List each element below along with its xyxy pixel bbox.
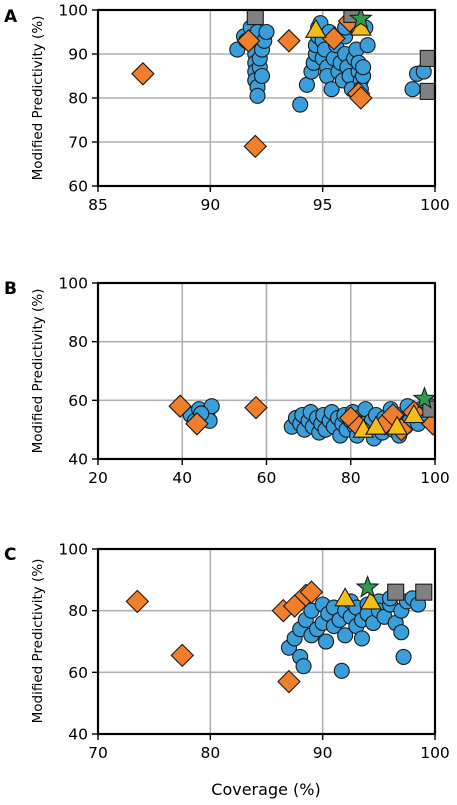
x-tick-label: 60 [257,469,277,487]
diamond-point [277,29,301,53]
circle-point [323,81,340,98]
square-point [387,583,405,601]
y-tick-label: 40 [68,451,88,469]
panel-c-grid [97,548,436,735]
square-point [419,82,435,100]
panel-a-letter: A [4,7,18,27]
x-tick-label: 100 [420,744,450,762]
panel-c-letter: C [4,545,16,565]
panel-c-frame [96,547,437,736]
triangle-point [360,590,382,610]
diamond-point [277,669,301,694]
square-point [246,10,264,26]
diamond-point [349,86,373,110]
circle-point [337,627,354,644]
x-tick-label: 100 [420,196,450,214]
circle-point [395,648,412,665]
x-tick-label: 70 [88,744,108,762]
x-tick-label: 80 [200,744,220,762]
y-tick-label: 60 [68,392,88,410]
panel-a-ylabel: Modified Predictivity (%) [30,16,46,181]
star-point [348,10,373,29]
clipped-marks [168,386,435,447]
diamond-point [244,395,268,420]
x-tick-label: 80 [341,469,361,487]
circle-point [393,624,410,641]
panel-c-xlabel: Coverage (%) [211,780,320,799]
panel-a-marks [131,10,435,159]
panel-a: A 85 90 95 100 60 70 80 90 100 Modified Predicti… [4,2,450,215]
y-tick-label: 70 [68,134,88,152]
diamond-point [125,589,150,614]
diamond-point [243,134,268,159]
circle-point [317,633,335,650]
panel-b-ylabel: Modified Predictivity (%) [30,289,46,454]
circle-point [333,662,350,679]
panel-b-marks [168,386,435,447]
x-tick-label: 95 [313,196,333,214]
y-tick-label: 100 [58,275,88,293]
star-point [412,386,435,410]
triangle-point [304,18,327,38]
square-point [422,400,435,418]
diamond-point [185,412,209,436]
panel-c-ylabel: Modified Predictivity (%) [30,559,46,724]
y-tick-label: 100 [58,541,88,559]
panel-c-marks [125,574,433,694]
diamond-point [170,643,195,668]
diamond-point [421,412,435,436]
circle-point [404,81,421,98]
y-tick-label: 80 [68,90,88,108]
circle-point [295,658,312,675]
triangle-point [402,403,425,424]
x-tick-label: 40 [172,469,192,487]
circle-point [258,23,275,41]
square-point [415,583,433,601]
x-tick-label: 20 [88,469,108,487]
y-tick-label: 90 [68,46,88,64]
panel-a-ticks: 85 90 95 100 60 70 80 90 100 [58,2,449,215]
triangle-point [386,415,409,435]
y-tick-label: 80 [68,333,88,351]
x-tick-label: 90 [200,196,220,214]
panel-c: C 70 80 90 100 40 60 80 100 Modified Predictivi… [4,541,450,800]
y-tick-label: 60 [68,664,88,682]
circle-point [249,87,266,104]
panel-c-ticks: 70 80 90 100 40 60 80 100 [58,541,449,763]
y-tick-label: 40 [68,726,88,744]
clipped-marks [131,10,435,159]
star-point [355,574,380,598]
clipped-marks [125,574,433,694]
diamond-point [236,29,261,53]
y-tick-label: 100 [58,2,88,20]
circle-point [253,67,271,85]
y-tick-label: 60 [68,178,88,196]
diamond-point [131,62,155,86]
circle-point [359,37,376,54]
x-tick-label: 90 [313,744,333,762]
x-tick-label: 100 [420,469,450,487]
circle-point [353,630,371,647]
circle-point [292,96,309,113]
x-tick-label: 85 [88,196,108,214]
diamond-point [322,26,346,51]
diamond-point [168,394,192,418]
circle-point [355,59,372,76]
diamond-point [299,580,324,604]
panel-b-letter: B [4,279,17,299]
triangle-point [334,587,357,607]
y-tick-label: 80 [68,602,88,620]
triangle-point [365,415,387,435]
square-point [419,49,435,67]
